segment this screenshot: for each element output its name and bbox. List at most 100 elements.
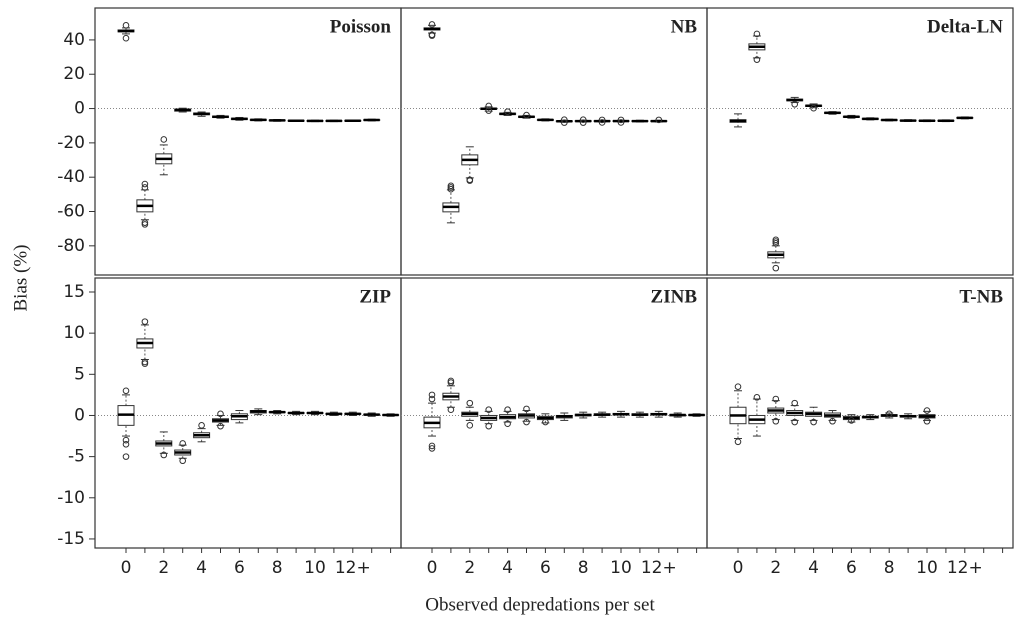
x-tick-label: 6 <box>846 558 857 578</box>
outlier <box>122 387 130 395</box>
y-tick-label: 15 <box>63 282 85 302</box>
outlier <box>523 405 530 413</box>
x-tick-label: 4 <box>196 558 207 578</box>
outlier <box>655 116 663 124</box>
outlier <box>598 116 606 124</box>
outlier <box>753 30 761 38</box>
outlier <box>428 445 436 452</box>
panel-frame <box>706 277 1014 549</box>
outlier <box>772 264 780 272</box>
x-tick-label: 8 <box>884 558 895 578</box>
outlier <box>428 391 436 399</box>
outlier <box>617 116 625 124</box>
outlier <box>579 119 587 126</box>
x-tick-label: 10 <box>916 558 938 578</box>
y-tick-label: 0 <box>74 405 85 425</box>
outlier <box>447 377 455 385</box>
outlier <box>466 177 474 184</box>
outlier <box>791 100 799 108</box>
y-tick-label: -80 <box>57 236 85 256</box>
outlier <box>428 21 436 28</box>
y-axis-label: Bias (%) <box>10 244 31 311</box>
y-tick-label: -20 <box>57 133 85 153</box>
panel-frame <box>706 7 1014 276</box>
outlier <box>753 394 761 401</box>
y-tick-label: -15 <box>57 529 85 549</box>
y-tick-label: 0 <box>74 99 85 119</box>
outlier <box>523 111 530 119</box>
panel-title: T-NB <box>959 286 1003 307</box>
x-tick-label: 10 <box>304 558 326 578</box>
outlier <box>179 457 186 465</box>
x-tick-label: 4 <box>808 558 819 578</box>
outlier <box>923 407 931 414</box>
x-tick-label: 0 <box>427 558 438 578</box>
panel-frame <box>400 7 708 276</box>
x-tick-label: 10 <box>610 558 632 578</box>
outlier <box>734 383 742 390</box>
outlier <box>617 119 625 126</box>
panel-title: Delta-LN <box>927 16 1003 37</box>
x-tick-label: 8 <box>578 558 589 578</box>
panel-title: Poisson <box>330 16 392 37</box>
y-tick-label: 20 <box>63 64 85 84</box>
y-tick-label: -10 <box>57 488 85 508</box>
panel-frame <box>94 7 402 276</box>
y-tick-label: 5 <box>74 364 85 384</box>
y-tick-label: 40 <box>63 30 85 50</box>
outlier <box>122 453 130 460</box>
y-tick-label: 10 <box>63 323 85 343</box>
x-tick-label: 6 <box>540 558 551 578</box>
outlier <box>122 22 130 29</box>
outlier <box>428 395 436 403</box>
y-tick-label: -40 <box>57 167 85 187</box>
outlier <box>466 422 474 429</box>
outlier <box>485 422 493 430</box>
x-axis-label: Observed depredations per set <box>425 594 655 615</box>
outlier <box>122 34 130 42</box>
outlier <box>598 119 606 126</box>
outlier <box>141 221 149 228</box>
outlier <box>772 239 780 247</box>
panel-title: ZINB <box>651 286 698 307</box>
outlier <box>504 420 511 428</box>
outlier <box>160 136 168 143</box>
outlier <box>179 440 186 447</box>
outlier <box>523 418 530 426</box>
x-tick-label: 0 <box>121 558 132 578</box>
outlier <box>198 422 205 429</box>
outlier <box>504 406 511 414</box>
x-tick-label: 12+ <box>335 558 371 578</box>
x-tick-label: 2 <box>770 558 781 578</box>
x-tick-label: 2 <box>464 558 475 578</box>
outlier <box>160 451 168 459</box>
outlier <box>734 438 742 446</box>
x-tick-label: 2 <box>158 558 169 578</box>
outlier <box>885 410 893 418</box>
outlier <box>428 31 436 39</box>
panel-title: ZIP <box>359 286 391 307</box>
outlier <box>753 56 761 63</box>
outlier <box>141 180 149 188</box>
outlier <box>579 116 587 124</box>
outlier <box>772 395 780 403</box>
outlier <box>791 399 799 407</box>
x-tick-label: 8 <box>272 558 283 578</box>
x-tick-label: 12+ <box>641 558 677 578</box>
outlier <box>542 418 549 426</box>
outlier <box>217 422 224 430</box>
outlier <box>141 318 149 325</box>
outlier <box>485 102 493 110</box>
outlier <box>122 440 130 448</box>
outlier <box>791 418 799 426</box>
y-tick-label: -60 <box>57 202 85 222</box>
outlier <box>772 417 780 425</box>
outlier <box>485 107 493 114</box>
outlier <box>810 104 817 112</box>
y-tick-label: -5 <box>68 447 85 467</box>
outlier <box>810 418 817 426</box>
x-tick-label: 12+ <box>947 558 983 578</box>
outlier <box>561 119 568 126</box>
outlier <box>217 410 224 418</box>
